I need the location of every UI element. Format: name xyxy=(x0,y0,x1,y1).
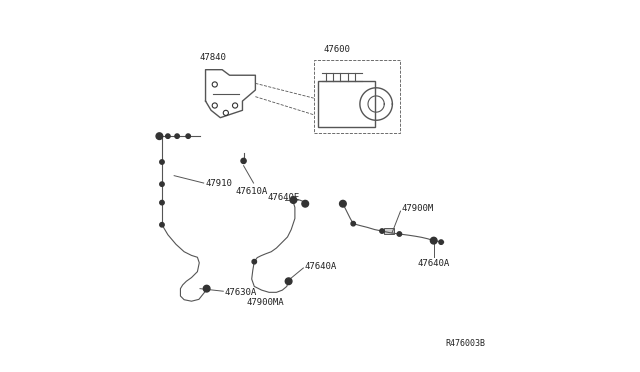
Circle shape xyxy=(380,229,384,233)
Text: 47640A: 47640A xyxy=(305,262,337,271)
Circle shape xyxy=(241,158,246,163)
Circle shape xyxy=(160,222,164,227)
Circle shape xyxy=(175,134,179,138)
Circle shape xyxy=(397,232,401,236)
Circle shape xyxy=(290,197,297,203)
Text: 47840: 47840 xyxy=(200,53,227,62)
Circle shape xyxy=(186,134,191,138)
Text: 47600: 47600 xyxy=(323,45,350,54)
Circle shape xyxy=(351,221,355,226)
Text: 47640E: 47640E xyxy=(268,193,300,202)
Text: 47610A: 47610A xyxy=(236,187,268,196)
Circle shape xyxy=(252,260,257,264)
Bar xyxy=(383,228,394,234)
Circle shape xyxy=(160,160,164,164)
Circle shape xyxy=(439,240,444,244)
Circle shape xyxy=(285,278,292,285)
Text: 47910: 47910 xyxy=(205,179,232,187)
Bar xyxy=(318,81,376,127)
Circle shape xyxy=(160,182,164,186)
Text: 47900M: 47900M xyxy=(401,204,433,214)
Circle shape xyxy=(430,237,437,244)
Text: R476003B: R476003B xyxy=(445,339,485,348)
Circle shape xyxy=(166,134,170,138)
Circle shape xyxy=(340,201,346,207)
Circle shape xyxy=(302,201,308,207)
Text: 47640A: 47640A xyxy=(417,259,450,268)
Circle shape xyxy=(156,133,163,140)
Text: 47630A: 47630A xyxy=(225,288,257,297)
Circle shape xyxy=(204,285,210,292)
Text: 47900MA: 47900MA xyxy=(246,298,284,307)
Circle shape xyxy=(160,201,164,205)
Bar xyxy=(314,60,400,133)
